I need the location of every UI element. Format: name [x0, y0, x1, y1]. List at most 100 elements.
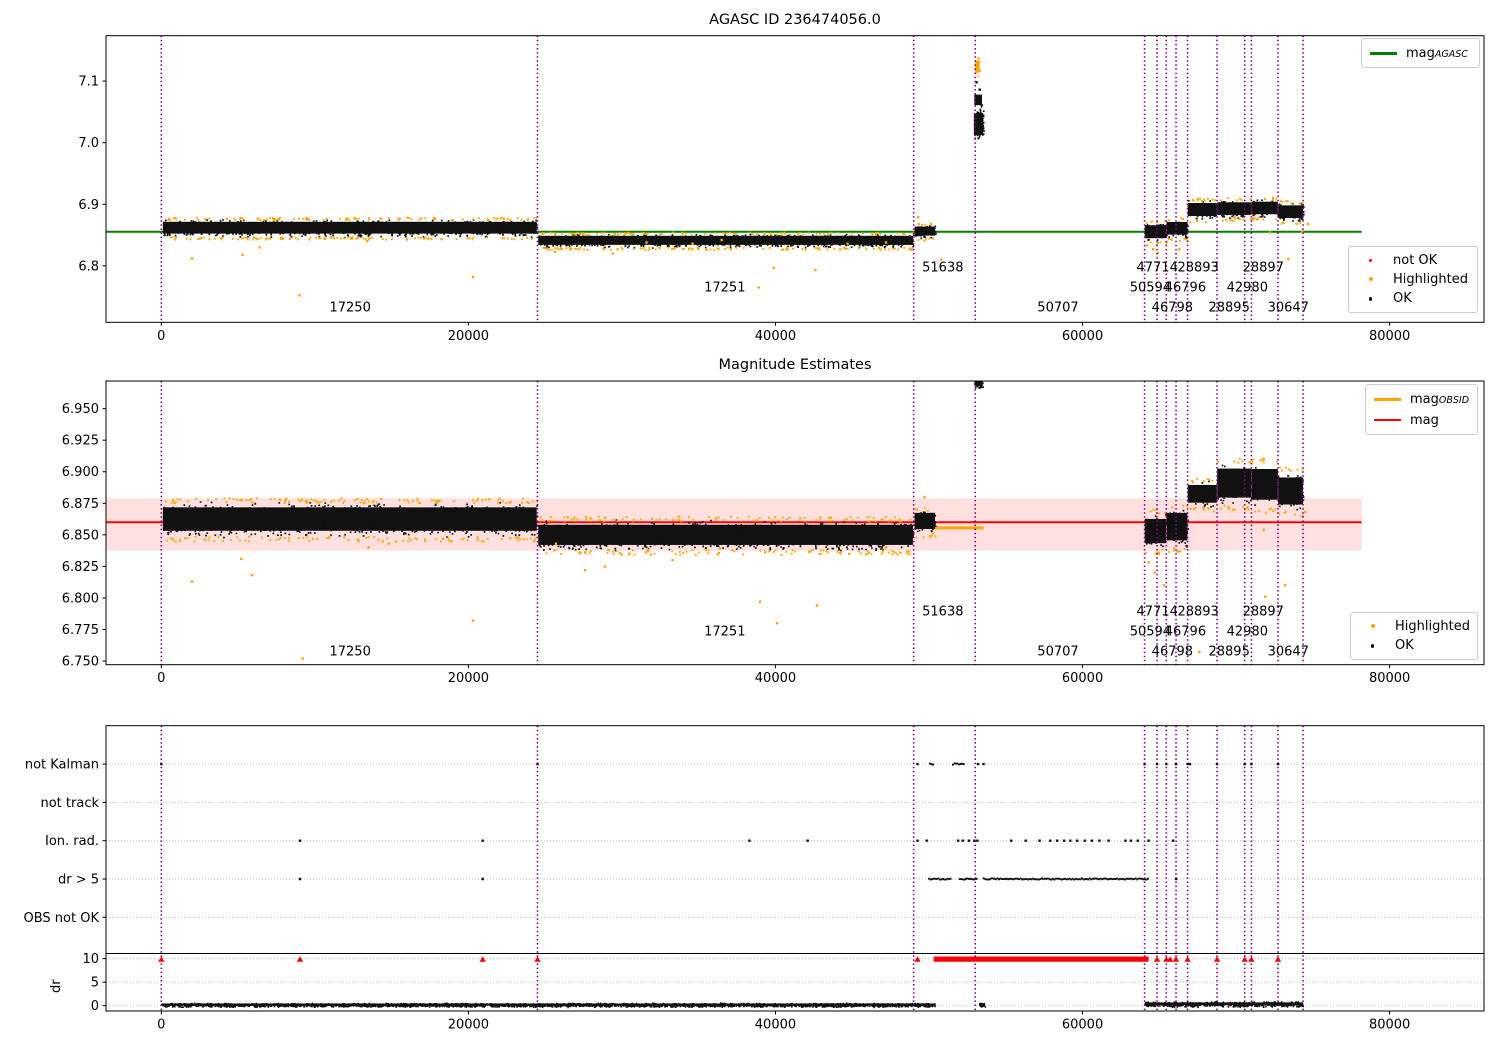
legend-item-ok: OK	[1357, 291, 1467, 307]
x-tick-label: 20000	[448, 671, 489, 686]
legend-item-mag: mag	[1374, 411, 1467, 429]
dr-tick-label: 10	[82, 952, 99, 967]
x-tick-label: 0	[157, 329, 165, 344]
axes-spine	[105, 35, 1485, 323]
obsid-label: 17250	[329, 300, 370, 315]
category-label: dr > 5	[58, 873, 99, 888]
legend-mag-lines: magOBSID mag	[1365, 384, 1478, 435]
not-ok-run	[933, 956, 1149, 962]
legend-label-mag: mag	[1410, 412, 1439, 428]
obsid-label: 51638	[922, 260, 963, 275]
flag-points	[160, 762, 1280, 881]
obsid-label: 50594	[1130, 625, 1171, 640]
obsid-label: 28895	[1208, 300, 1249, 315]
plot-0-data	[106, 35, 1362, 323]
legend-label-highlighted: Highlighted	[1393, 271, 1468, 287]
legend-label-not-ok: not OK	[1393, 252, 1438, 268]
ok-dot-icon	[1359, 644, 1386, 648]
ok-outliers	[975, 81, 981, 91]
ok-dot-icon	[1357, 297, 1384, 301]
obsid-label: 50707	[1037, 645, 1078, 660]
x-tick-label: 40000	[755, 329, 796, 344]
y-tick-label: 6.950	[62, 402, 99, 417]
green-line-swatch	[1370, 51, 1397, 55]
x-tick-label: 0	[157, 1018, 165, 1033]
plot2-title: Magnitude Estimates	[718, 357, 872, 373]
legend-label-mag-agasc: magAGASC	[1406, 45, 1468, 61]
legend-item-mag-obsid: magOBSID	[1374, 390, 1470, 408]
x-tick-label: 60000	[1062, 1018, 1103, 1033]
axes-spine	[105, 725, 1485, 1012]
axes-spine	[105, 380, 1485, 666]
legend-label-ok-mid: OK	[1395, 638, 1414, 654]
obsid-label: 46798	[1152, 300, 1193, 315]
legend-item-mag-agasc: magAGASC	[1370, 44, 1469, 62]
obsid-label: 30647	[1268, 645, 1309, 660]
y-tick-label: 6.775	[62, 623, 99, 638]
y-tick-label: 6.850	[62, 528, 99, 543]
y-tick-label: 6.875	[62, 497, 99, 512]
legend-mag-agasc: magAGASC	[1361, 38, 1480, 68]
y-tick-label: 7.1	[78, 75, 99, 90]
obsid-label: 42980	[1227, 280, 1268, 295]
x-tick-label: 60000	[1062, 671, 1103, 686]
obsid-label: 50707	[1037, 300, 1078, 315]
x-tick-label: 80000	[1369, 671, 1410, 686]
obsid-label: 28895	[1208, 645, 1249, 660]
legend-label-mag-obsid: magOBSID	[1410, 391, 1470, 407]
obsid-label: 46796	[1165, 625, 1206, 640]
x-tick-label: 40000	[755, 671, 796, 686]
obsid-label: 47714	[1136, 605, 1177, 620]
dr-tick-label: 0	[91, 999, 99, 1014]
plot-1-data	[106, 381, 1362, 665]
obsid-label: 46798	[1152, 645, 1193, 660]
obsid-label: 28893	[1177, 260, 1218, 275]
y-tick-label: 6.8	[78, 259, 99, 274]
x-tick-label: 20000	[448, 329, 489, 344]
obsid-label: 28897	[1243, 605, 1284, 620]
legend-item-ok-mid: OK	[1359, 638, 1467, 655]
x-tick-label: 60000	[1062, 329, 1103, 344]
legend-label-highlighted-mid: Highlighted	[1395, 618, 1470, 634]
dr-axis-label: dr	[49, 979, 64, 993]
y-tick-label: 6.825	[62, 560, 99, 575]
x-tick-label: 20000	[448, 1018, 489, 1033]
category-label: not Kalman	[25, 758, 99, 773]
obsid-label: 30647	[1268, 300, 1309, 315]
obsid-label: 17251	[704, 625, 745, 640]
x-tick-label: 0	[157, 671, 165, 686]
legend-item-not-ok: not OK	[1357, 252, 1467, 268]
x-tick-label: 80000	[1369, 329, 1410, 344]
y-tick-label: 6.750	[62, 655, 99, 670]
obsid-label: 47714	[1136, 260, 1177, 275]
legend-label-ok: OK	[1393, 291, 1412, 307]
plot1-title: AGASC ID 236474056.0	[709, 12, 881, 28]
obsid-label: 28897	[1243, 260, 1284, 275]
category-label: not track	[40, 796, 99, 811]
obsid-label: 17250	[329, 645, 370, 660]
y-tick-label: 6.900	[62, 465, 99, 480]
highlighted-dot-icon	[1359, 624, 1386, 629]
obsid-label: 46796	[1165, 280, 1206, 295]
obsid-label: 17251	[704, 280, 745, 295]
y-tick-label: 6.9	[78, 198, 99, 213]
obsid-label: 50594	[1130, 280, 1171, 295]
y-tick-label: 6.800	[62, 591, 99, 606]
red-line-swatch	[1374, 418, 1401, 422]
obsid-label: 51638	[922, 605, 963, 620]
ok-points	[163, 98, 1305, 249]
legend-item-highlighted-mid: Highlighted	[1359, 618, 1470, 635]
legend-item-highlighted: Highlighted	[1357, 271, 1468, 287]
orange-line-swatch	[1374, 397, 1401, 401]
legend-markers-top: not OK Highlighted OK	[1348, 246, 1478, 313]
highlighted-dot-icon	[1357, 277, 1384, 282]
dr-points	[161, 1001, 1304, 1009]
y-tick-label: 6.925	[62, 434, 99, 449]
ok-points	[162, 381, 1305, 552]
dr-tick-label: 5	[91, 976, 99, 991]
x-tick-label: 80000	[1369, 1018, 1410, 1033]
